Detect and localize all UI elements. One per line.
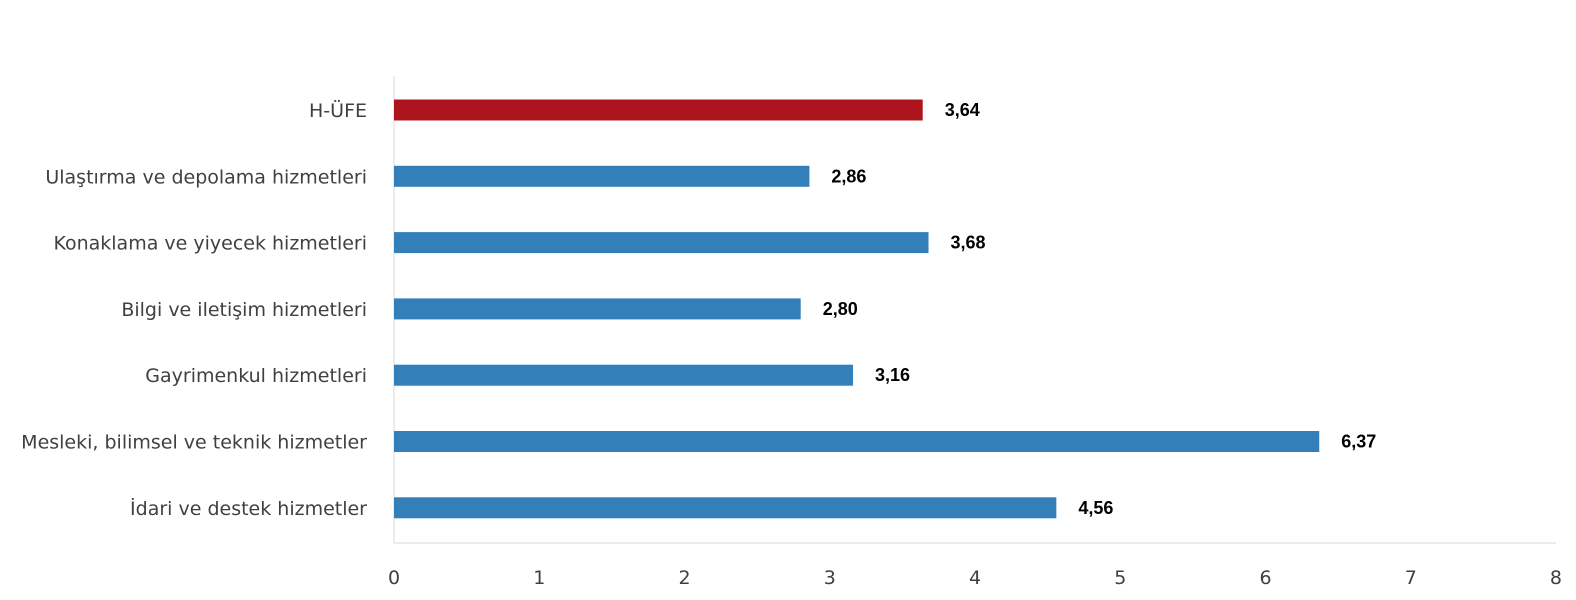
value-label-2: 3,68: [951, 233, 986, 253]
category-labels: H-ÜFE Ulaştırma ve depolama hizmetleri Kon…: [21, 99, 367, 520]
bar-5: [394, 431, 1320, 452]
category-label-4: Gayrimenkul hizmetleri: [145, 365, 367, 387]
value-label-6: 4,56: [1078, 498, 1113, 518]
bars-group: [394, 99, 1320, 519]
value-label-1: 2,86: [831, 166, 866, 186]
x-tick-label-4: 4: [969, 567, 981, 589]
category-label-2: Konaklama ve yiyecek hizmetleri: [53, 233, 367, 255]
bar-2: [394, 232, 929, 254]
x-tick-label-2: 2: [678, 567, 690, 589]
x-tick-label-8: 8: [1550, 567, 1562, 589]
bar-0: [394, 99, 923, 121]
bar-6: [394, 497, 1057, 519]
x-tick-label-7: 7: [1405, 567, 1417, 589]
value-label-3: 2,80: [823, 299, 858, 319]
bar-1: [394, 165, 810, 187]
bar-3: [394, 298, 801, 320]
x-tick-label-1: 1: [533, 567, 545, 589]
bar-4: [394, 364, 853, 386]
value-label-0: 3,64: [945, 100, 980, 120]
value-labels: 3,64 2,86 3,68 2,80 3,16 6,37 4,56: [823, 100, 1377, 518]
x-tick-label-5: 5: [1114, 567, 1126, 589]
category-label-1: Ulaştırma ve depolama hizmetleri: [45, 166, 367, 188]
value-label-5: 6,37: [1341, 432, 1376, 452]
category-label-5: Mesleki, bilimsel ve teknik hizmetler: [21, 432, 367, 454]
category-label-3: Bilgi ve iletişim hizmetleri: [121, 299, 367, 321]
x-tick-label-6: 6: [1259, 567, 1271, 589]
category-label-0: H-ÜFE: [309, 99, 367, 122]
x-tick-label-3: 3: [824, 567, 836, 589]
value-label-4: 3,16: [875, 365, 910, 385]
x-tick-labels: 0 1 2 3 4 5 6 7 8: [388, 567, 1562, 589]
category-label-6: İdari ve destek hizmetler: [130, 497, 367, 520]
x-tick-label-0: 0: [388, 567, 400, 589]
